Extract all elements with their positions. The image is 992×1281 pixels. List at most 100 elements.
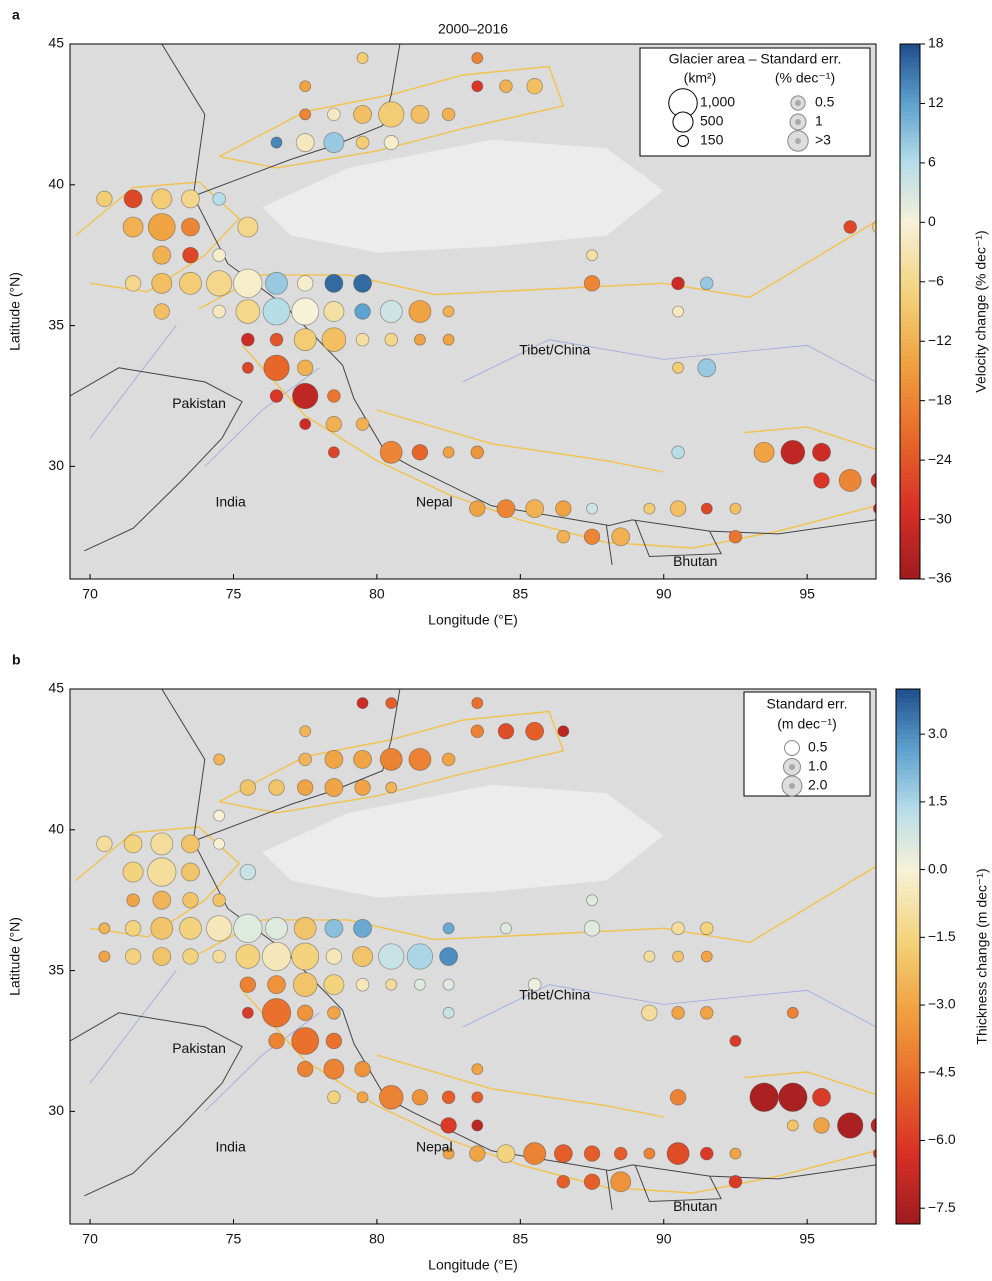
glacier-bubble bbox=[672, 1006, 685, 1019]
colorbar-label: Velocity change (% dec⁻¹) bbox=[973, 230, 989, 392]
colorbar-step bbox=[896, 1193, 920, 1198]
glacier-bubble bbox=[500, 923, 511, 934]
glacier-bubble bbox=[472, 1092, 483, 1103]
glacier-bubble bbox=[411, 105, 429, 123]
glacier-bubble bbox=[152, 189, 172, 209]
colorbar-step bbox=[900, 343, 920, 348]
glacier-bubble bbox=[262, 942, 290, 970]
colorbar-tick-label: −6 bbox=[928, 272, 944, 288]
colorbar-step bbox=[896, 876, 920, 881]
glacier-bubble bbox=[238, 217, 258, 237]
glacier-bubble bbox=[356, 418, 369, 431]
glacier-bubble bbox=[379, 1085, 403, 1109]
colorbar-tick-label: −1.5 bbox=[928, 928, 956, 944]
glacier-bubble bbox=[472, 81, 483, 92]
x-tick-label: 90 bbox=[656, 586, 672, 602]
colorbar-step bbox=[900, 463, 920, 468]
legend-error-label: 0.5 bbox=[815, 94, 835, 110]
glacier-bubble bbox=[325, 750, 343, 768]
glacier-bubble bbox=[297, 276, 313, 292]
colorbar-step bbox=[896, 765, 920, 770]
colorbar-step bbox=[900, 80, 920, 85]
colorbar-step bbox=[896, 760, 920, 765]
colorbar-step bbox=[900, 178, 920, 183]
colorbar-step bbox=[900, 561, 920, 566]
legend-size bbox=[677, 135, 688, 146]
colorbar-step bbox=[896, 1046, 920, 1051]
glacier-bubble bbox=[385, 333, 398, 346]
glacier-bubble bbox=[357, 53, 368, 64]
y-axis-label: Latitude (°N) bbox=[7, 917, 23, 996]
colorbar-step bbox=[896, 894, 920, 899]
colorbar-tick-label: 6 bbox=[928, 154, 936, 170]
glacier-bubble bbox=[472, 53, 483, 64]
colorbar-step bbox=[900, 436, 920, 441]
glacier-bubble bbox=[179, 917, 201, 939]
glacier-bubble bbox=[292, 943, 319, 970]
x-tick-label: 70 bbox=[82, 586, 98, 602]
country-label: Tibet/China bbox=[519, 987, 590, 1003]
colorbar-step bbox=[896, 939, 920, 944]
colorbar-tick-label: −7.5 bbox=[928, 1199, 956, 1215]
colorbar-step bbox=[900, 164, 920, 169]
colorbar-step bbox=[900, 503, 920, 508]
colorbar-step bbox=[900, 320, 920, 325]
glacier-bubble bbox=[264, 355, 289, 380]
colorbar-step bbox=[896, 867, 920, 872]
colorbar-step bbox=[900, 499, 920, 504]
colorbar-step bbox=[896, 930, 920, 935]
legend-title: Standard err. bbox=[767, 696, 848, 712]
glacier-bubble bbox=[355, 304, 371, 320]
colorbar-step bbox=[900, 142, 920, 147]
glacier-bubble bbox=[322, 328, 346, 352]
glacier-bubble bbox=[412, 1089, 428, 1105]
x-tick-label: 75 bbox=[226, 1231, 242, 1247]
glacier-bubble bbox=[324, 132, 344, 152]
colorbar-step bbox=[896, 1130, 920, 1135]
glacier-bubble bbox=[125, 276, 141, 292]
colorbar-step bbox=[900, 218, 920, 223]
colorbar-step bbox=[900, 98, 920, 103]
glacier-bubble bbox=[700, 1147, 713, 1160]
colorbar-step bbox=[900, 124, 920, 129]
colorbar-step bbox=[896, 769, 920, 774]
glacier-bubble bbox=[153, 891, 171, 909]
glacier-bubble bbox=[844, 221, 857, 234]
legend-error-dot bbox=[789, 783, 795, 789]
glacier-bubble bbox=[839, 469, 861, 491]
colorbar-step bbox=[896, 783, 920, 788]
glacier-bubble bbox=[270, 333, 283, 346]
glacier-bubble bbox=[750, 1083, 778, 1111]
colorbar-step bbox=[900, 115, 920, 120]
figure: a2000–2016PakistanIndiaNepalTibet/ChinaB… bbox=[0, 0, 992, 1276]
glacier-bubble bbox=[297, 780, 313, 796]
colorbar-step bbox=[896, 943, 920, 948]
colorbar-step bbox=[896, 934, 920, 939]
glacier-bubble bbox=[240, 780, 256, 796]
glacier-bubble bbox=[644, 951, 655, 962]
glacier-bubble bbox=[730, 1035, 741, 1046]
colorbar-step bbox=[896, 1202, 920, 1207]
glacier-bubble bbox=[380, 748, 402, 770]
colorbar-step bbox=[896, 1135, 920, 1140]
y-tick-label: 30 bbox=[48, 1102, 64, 1118]
colorbar-step bbox=[896, 1144, 920, 1149]
glacier-bubble bbox=[269, 1033, 285, 1049]
colorbar-step bbox=[900, 133, 920, 138]
glacier-bubble bbox=[673, 306, 684, 317]
colorbar-step bbox=[896, 957, 920, 962]
glacier-bubble bbox=[526, 722, 544, 740]
glacier-bubble bbox=[213, 193, 226, 206]
glacier-bubble bbox=[181, 863, 199, 881]
glacier-bubble bbox=[524, 1143, 546, 1165]
glacier-bubble bbox=[325, 274, 343, 292]
colorbar-step bbox=[900, 106, 920, 111]
legend-title: Glacier area – Standard err. bbox=[669, 51, 842, 67]
legend-error-dot bbox=[795, 100, 801, 106]
glacier-bubble bbox=[584, 529, 600, 545]
legend-size bbox=[673, 112, 693, 132]
glacier-bubble bbox=[556, 501, 572, 517]
glacier-bubble bbox=[443, 447, 454, 458]
chart-title: 2000–2016 bbox=[438, 21, 508, 37]
glacier-bubble bbox=[442, 753, 455, 766]
